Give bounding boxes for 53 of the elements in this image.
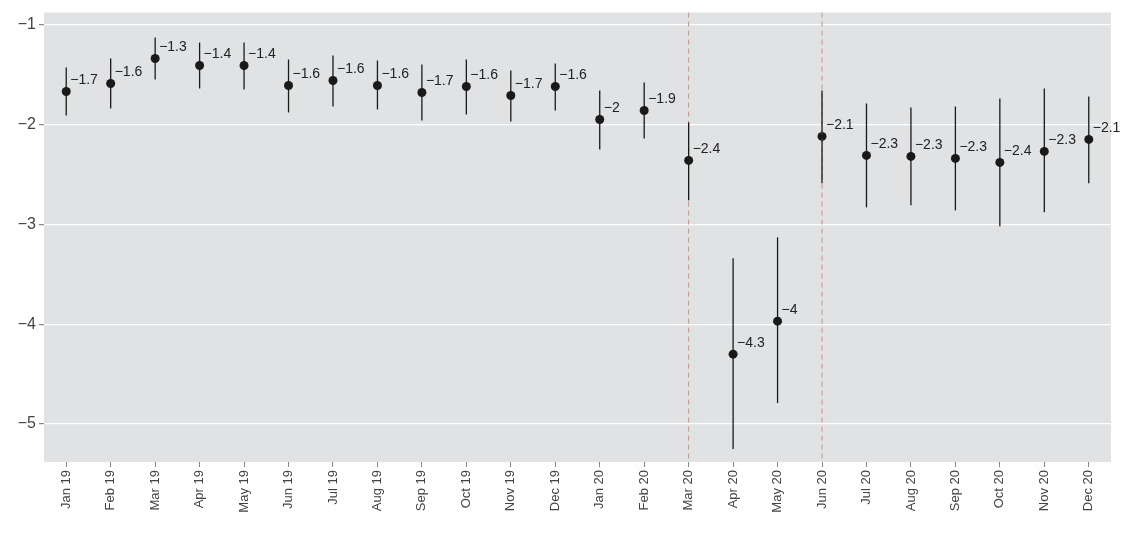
x-tick-label: Oct 20 xyxy=(991,470,1007,509)
x-tick-label: May 20 xyxy=(769,470,785,513)
x-tick-label: Feb 19 xyxy=(102,470,118,511)
data-label: −2.1 xyxy=(1092,119,1121,136)
data-label: −1.4 xyxy=(248,45,276,62)
data-label: −1.6 xyxy=(559,66,588,83)
y-tick-label: −3 xyxy=(17,214,37,232)
x-tick-label: Aug 20 xyxy=(902,470,918,512)
x-tick-label: Jul 19 xyxy=(324,470,340,505)
x-tick-label: Apr 20 xyxy=(724,470,740,509)
data-label: −1.6 xyxy=(470,66,499,83)
data-label: −2 xyxy=(603,99,620,116)
x-tick-label: Sep 19 xyxy=(413,470,429,512)
x-tick-label: Dec 20 xyxy=(1080,470,1096,512)
x-tick-label: Jun 20 xyxy=(813,470,829,510)
x-tick-label: Dec 19 xyxy=(546,470,562,512)
data-label: −1.7 xyxy=(425,72,454,89)
x-tick-label: May 19 xyxy=(235,470,251,513)
x-tick-label: Jun 19 xyxy=(280,470,296,510)
x-tick-label: Mar 19 xyxy=(146,470,162,511)
data-label: −2.3 xyxy=(870,135,899,152)
x-tick-label: Jul 20 xyxy=(858,470,874,505)
x-tick-label: Jan 20 xyxy=(591,470,607,510)
y-tick-label: −2 xyxy=(17,114,37,132)
data-label: −2.4 xyxy=(1003,142,1032,159)
data-label: −1.6 xyxy=(114,63,143,80)
x-tick-label: Mar 20 xyxy=(680,470,696,511)
data-label: −1.6 xyxy=(381,65,410,82)
x-tick-label: Oct 19 xyxy=(457,470,473,509)
data-label: −1.7 xyxy=(514,75,543,92)
y-tick-label: −4 xyxy=(17,314,37,332)
x-tick-label: Aug 19 xyxy=(369,470,385,512)
data-label: −1.9 xyxy=(648,90,677,107)
data-label: −2.3 xyxy=(914,136,943,153)
x-tick-label: Sep 20 xyxy=(946,470,962,512)
data-label: −1.3 xyxy=(159,38,187,55)
data-label: −1.7 xyxy=(70,71,99,88)
data-label: −2.3 xyxy=(1048,131,1077,148)
data-label: −1.4 xyxy=(203,45,232,62)
data-label: −1.6 xyxy=(336,60,365,77)
data-label: −1.6 xyxy=(292,65,321,82)
x-tick-label: Apr 19 xyxy=(191,470,207,509)
data-label: −2.1 xyxy=(826,116,854,133)
data-label: −4.3 xyxy=(737,334,765,350)
x-tick-label: Nov 20 xyxy=(1035,470,1051,512)
data-label: −2.4 xyxy=(692,140,721,157)
y-tick-label: −1 xyxy=(17,14,37,32)
x-tick-label: Jan 19 xyxy=(57,470,73,510)
x-tick-label: Feb 20 xyxy=(635,470,651,511)
data-label: −4 xyxy=(781,301,798,318)
x-tick-label: Nov 19 xyxy=(502,470,518,512)
data-label: −2.3 xyxy=(959,138,988,155)
y-tick-label: −5 xyxy=(17,414,37,432)
